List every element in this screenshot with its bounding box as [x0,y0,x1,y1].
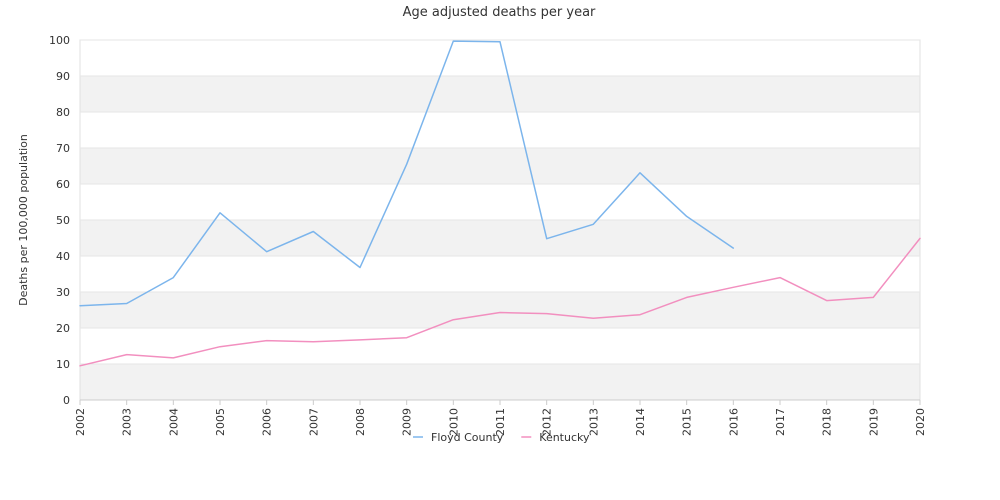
grid-band [80,148,920,184]
y-tick-label: 60 [56,178,70,191]
y-axis-ticks: 0 10 20 30 40 50 60 70 80 90 100 [49,34,70,407]
series-line-kentucky [79,237,921,367]
x-tick-label: 2017 [774,408,787,436]
y-tick-label: 10 [56,358,70,371]
x-tick-label: 2010 [447,408,460,436]
legend-label: Kentucky [539,431,590,444]
grid-bands [80,76,920,400]
grid-band [80,76,920,112]
x-tick-label: 2015 [681,408,694,436]
y-tick-label: 70 [56,142,70,155]
legend[interactable]: Floyd County Kentucky [413,431,590,444]
legend-label: Floyd County [431,431,504,444]
x-tick-label: 2002 [74,408,87,436]
chart-title: Age adjusted deaths per year [403,5,596,20]
grid-band [80,292,920,328]
series-lines [79,40,921,367]
x-tick-label: 2007 [307,408,320,436]
legend-item-kentucky[interactable]: Kentucky [521,431,590,444]
x-tick-label: 2020 [914,408,927,436]
y-tick-label: 100 [49,34,70,47]
x-tick-label: 2004 [167,408,180,436]
x-tick-label: 2013 [587,408,600,436]
x-tick-label: 2008 [354,408,367,436]
x-tick-label: 2014 [634,408,647,436]
grid-band [80,364,920,400]
series-line-floyd-county [79,40,735,307]
x-tick-label: 2018 [821,408,834,436]
y-axis-label: Deaths per 100,000 population [17,134,30,306]
x-tick-label: 2009 [401,408,414,436]
x-tick-label: 2005 [214,408,227,436]
y-tick-label: 40 [56,250,70,263]
y-tick-label: 20 [56,322,70,335]
legend-item-floyd-county[interactable]: Floyd County [413,431,504,444]
x-tick-label: 2006 [261,408,274,436]
y-tick-label: 90 [56,70,70,83]
x-tick-label: 2003 [121,408,134,436]
y-tick-label: 30 [56,286,70,299]
y-tick-label: 50 [56,214,70,227]
x-tick-label: 2019 [867,408,880,436]
y-tick-label: 80 [56,106,70,119]
x-tick-label: 2016 [727,408,740,436]
y-tick-label: 0 [63,394,70,407]
grid-band [80,220,920,256]
x-axis-ticks: 2002 2003 2004 2005 2006 2007 2008 2009 2010 2011… [74,400,927,436]
x-tick-label: 2012 [541,408,554,436]
x-tick-label: 2011 [494,408,507,436]
